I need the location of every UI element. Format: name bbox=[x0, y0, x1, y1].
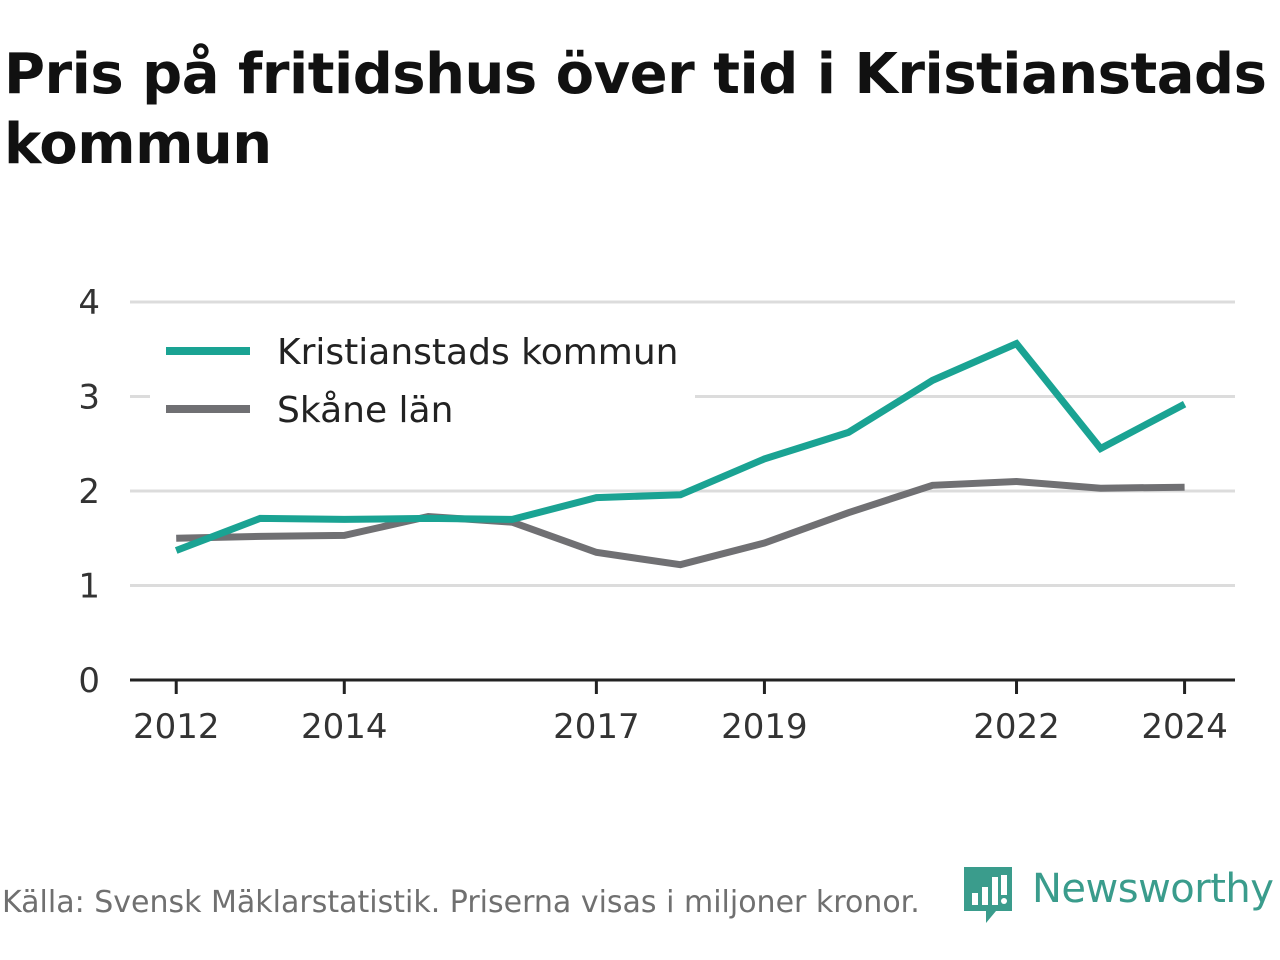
chart-title: Pris på fritidshus över tid i Kristianst… bbox=[4, 42, 1267, 177]
series-line-kristianstads-kommun bbox=[174, 339, 1187, 554]
x-tick-label-2014: 2014 bbox=[301, 707, 388, 747]
x-axis: 2012 2014 2017 2019 2022 2024 bbox=[130, 678, 1235, 747]
legend: Kristianstads kommun Skåne län bbox=[150, 320, 695, 438]
brand-name: Newsworthy bbox=[1032, 866, 1274, 912]
y-tick-label-4: 4 bbox=[78, 283, 100, 323]
series-line-skane-lan bbox=[176, 477, 1185, 569]
y-axis-tick-labels: 0 1 2 3 4 bbox=[78, 283, 100, 701]
x-tick-label-2012: 2012 bbox=[133, 707, 220, 747]
y-tick-label-2: 2 bbox=[78, 472, 100, 512]
source-note: Källa: Svensk Mäklarstatistik. Priserna … bbox=[2, 885, 920, 920]
x-tick-label-2022: 2022 bbox=[973, 707, 1060, 747]
y-tick-label-3: 3 bbox=[78, 378, 100, 418]
x-tick-label-2024: 2024 bbox=[1141, 707, 1228, 747]
x-tick-label-2019: 2019 bbox=[721, 707, 808, 747]
legend-label-kristianstads-kommun: Kristianstads kommun bbox=[277, 332, 679, 373]
series-lines bbox=[174, 339, 1187, 569]
brand-logo: Newsworthy bbox=[962, 865, 1274, 927]
legend-label-skane-lan: Skåne län bbox=[277, 390, 453, 431]
y-tick-label-0: 0 bbox=[78, 661, 100, 701]
y-tick-label-1: 1 bbox=[78, 567, 100, 607]
line-chart: 0 1 2 3 4 2012 2014 2017 2019 2022 2024 Kristians… bbox=[78, 283, 1235, 747]
newsworthy-logo-icon bbox=[964, 867, 1012, 923]
legend-background bbox=[150, 320, 695, 438]
x-tick-label-2017: 2017 bbox=[553, 707, 640, 747]
